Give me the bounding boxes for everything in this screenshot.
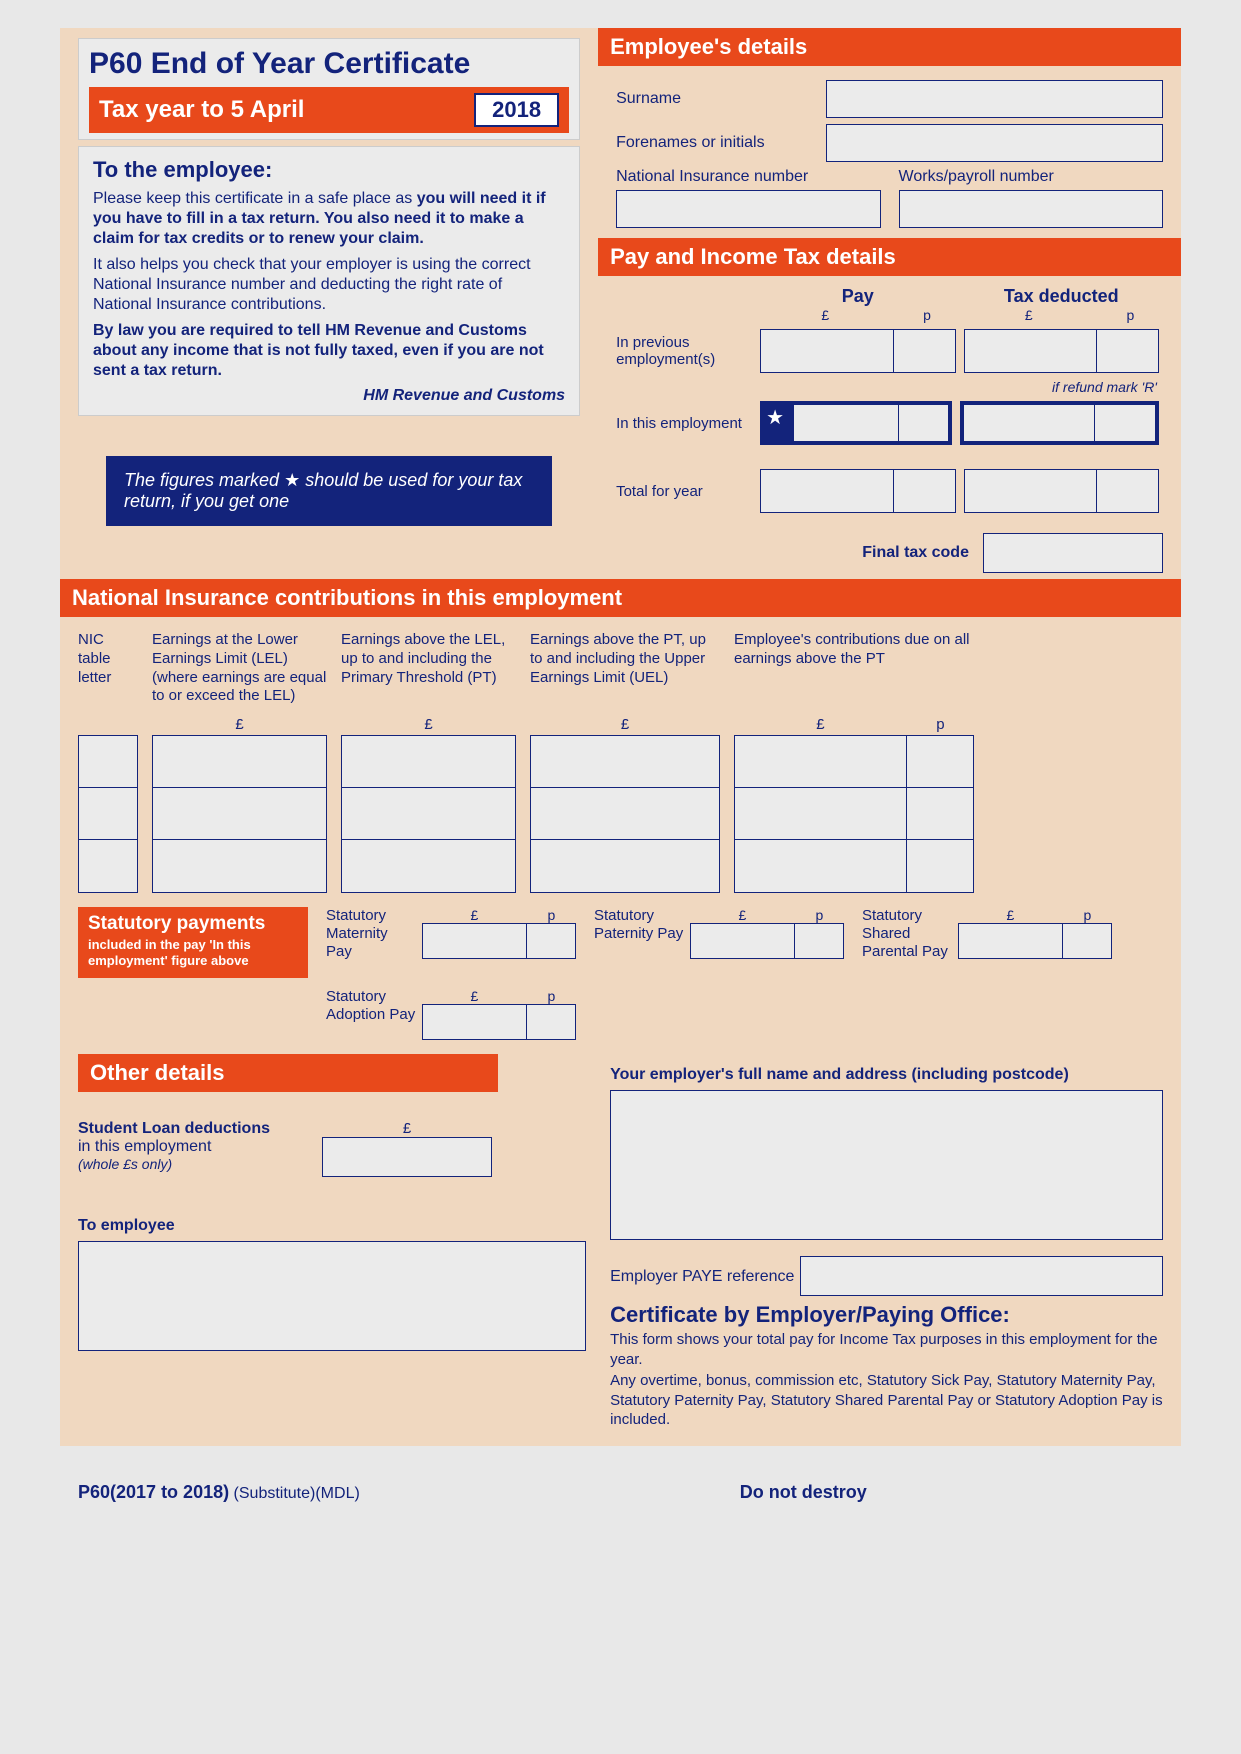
footer: P60(2017 to 2018) (Substitute)(MDL) Do n… xyxy=(60,1474,1181,1523)
shared-parental-input[interactable] xyxy=(958,923,1112,959)
this-pay-input[interactable] xyxy=(790,401,951,445)
to-employee-label: To employee xyxy=(78,1217,586,1235)
nic-col3-label: Earnings above the LEL, up to and includ… xyxy=(341,631,516,706)
total-label: Total for year xyxy=(616,483,756,500)
adoption-label: Statutory Adoption Pay xyxy=(326,988,416,1040)
prev-tax-input[interactable] xyxy=(964,329,1159,373)
nic-contrib-column[interactable] xyxy=(734,735,974,893)
paye-input[interactable] xyxy=(800,1256,1163,1296)
maternity-label: Statutory Maternity Pay xyxy=(326,907,416,978)
prev-pay-input[interactable] xyxy=(760,329,955,373)
forenames-label: Forenames or initials xyxy=(616,134,826,152)
tax-col-header: Tax deducted xyxy=(960,286,1163,307)
p60-form: P60 End of Year Certificate Tax year to … xyxy=(60,28,1181,1446)
total-tax-input[interactable] xyxy=(964,469,1159,513)
total-pay-input[interactable] xyxy=(760,469,955,513)
surname-label: Surname xyxy=(616,90,826,108)
tax-year-row: Tax year to 5 April 2018 xyxy=(89,87,569,133)
other-details-header: Other details xyxy=(78,1054,498,1092)
shared-parental-label: Statutory Shared Parental Pay xyxy=(862,907,952,978)
maternity-input[interactable] xyxy=(422,923,576,959)
payroll-input[interactable] xyxy=(899,190,1163,228)
star-marker-icon: ★ xyxy=(760,401,790,445)
nic-letter-column[interactable] xyxy=(78,735,138,893)
student-loan-input[interactable] xyxy=(322,1137,492,1177)
to-employee-input[interactable] xyxy=(78,1241,586,1351)
do-not-destroy: Do not destroy xyxy=(740,1482,867,1503)
star-note: The figures marked ★ should be used for … xyxy=(106,456,552,526)
nic-header: National Insurance contributions in this… xyxy=(60,579,1181,617)
certificate-p2: Any overtime, bonus, commission etc, Sta… xyxy=(610,1371,1163,1430)
employee-note-p1: Please keep this certificate in a safe p… xyxy=(93,189,565,249)
final-tax-code-input[interactable] xyxy=(983,533,1163,573)
nic-pt-column[interactable] xyxy=(341,735,516,893)
title-block: P60 End of Year Certificate Tax year to … xyxy=(78,38,580,140)
prev-emp-label: In previous employment(s) xyxy=(616,334,756,368)
nic-col1-label: NIC table letter xyxy=(78,631,138,706)
pay-col-header: Pay xyxy=(756,286,959,307)
ni-label: National Insurance number xyxy=(616,168,880,186)
this-emp-label: In this employment xyxy=(616,415,756,432)
forenames-input[interactable] xyxy=(826,124,1163,162)
surname-input[interactable] xyxy=(826,80,1163,118)
nic-lel-column[interactable] xyxy=(152,735,327,893)
paternity-input[interactable] xyxy=(690,923,844,959)
student-loan-label: Student Loan deductions in this employme… xyxy=(78,1120,308,1174)
tax-year-value: 2018 xyxy=(474,93,559,127)
hmrc-signature: HM Revenue and Customs xyxy=(93,387,565,405)
nic-col4-label: Earnings above the PT, up to and includi… xyxy=(530,631,720,706)
employee-note-heading: To the employee: xyxy=(93,157,565,183)
certificate-p1: This form shows your total pay for Incom… xyxy=(610,1330,1163,1369)
paye-label: Employer PAYE reference xyxy=(610,1267,800,1286)
adoption-input[interactable] xyxy=(422,1004,576,1040)
employee-note-p2: It also helps you check that your employ… xyxy=(93,255,565,315)
form-ref: P60(2017 to 2018) xyxy=(78,1482,229,1502)
employee-note: To the employee: Please keep this certif… xyxy=(78,146,580,416)
final-tax-code-label: Final tax code xyxy=(862,544,969,562)
star-icon: ★ xyxy=(284,470,300,490)
statutory-payments-block: Statutory payments included in the pay '… xyxy=(78,907,308,978)
nic-col2-label: Earnings at the Lower Earnings Limit (LE… xyxy=(152,631,327,706)
nic-uel-column[interactable] xyxy=(530,735,720,893)
refund-note: if refund mark 'R' xyxy=(616,379,1157,395)
employee-details-header: Employee's details xyxy=(598,28,1181,66)
nic-col5-label: Employee's contributions due on all earn… xyxy=(734,631,974,706)
payroll-label: Works/payroll number xyxy=(899,168,1163,186)
form-ref-sub: (Substitute)(MDL) xyxy=(229,1485,360,1502)
employee-note-p3: By law you are required to tell HM Reven… xyxy=(93,321,565,381)
pay-tax-header: Pay and Income Tax details xyxy=(598,238,1181,276)
this-tax-input[interactable] xyxy=(960,401,1159,445)
ni-input[interactable] xyxy=(616,190,880,228)
paternity-label: Statutory Paternity Pay xyxy=(594,907,684,978)
tax-year-label: Tax year to 5 April xyxy=(99,96,304,124)
certificate-title: Certificate by Employer/Paying Office: xyxy=(610,1302,1163,1328)
form-title: P60 End of Year Certificate xyxy=(89,47,569,81)
employer-name-input[interactable] xyxy=(610,1090,1163,1240)
employer-name-label: Your employer's full name and address (i… xyxy=(610,1066,1163,1084)
